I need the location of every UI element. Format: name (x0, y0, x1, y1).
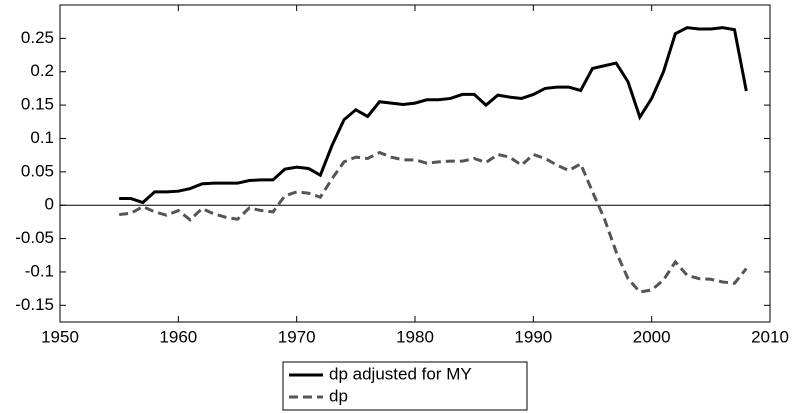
legend-box (282, 361, 528, 411)
series-line (119, 26, 748, 205)
y-tick-label: 0.05 (21, 161, 54, 180)
y-tick-label: -0.1 (25, 261, 54, 280)
x-tick-label: 1970 (278, 327, 316, 346)
legend-label: dp adjusted for MY (329, 364, 472, 383)
y-tick-label: -0.05 (15, 228, 54, 247)
plot-area (59, 4, 771, 323)
series-line (118, 150, 748, 294)
x-tick-label: 1960 (159, 327, 197, 346)
x-tick-label: 2010 (751, 327, 789, 346)
legend-label: dp (329, 386, 348, 405)
x-tick-label: 1990 (514, 327, 552, 346)
y-tick-label: 0.25 (21, 28, 54, 47)
x-tick-label: 1980 (396, 327, 434, 346)
x-tick-label: 1950 (41, 327, 79, 346)
y-tick-label: -0.15 (15, 295, 54, 314)
y-tick-label: 0.15 (21, 95, 54, 114)
y-tick-label: 0.2 (30, 61, 54, 80)
y-tick-label: 0.1 (30, 128, 54, 147)
y-tick-label: 0 (45, 195, 54, 214)
x-tick-label: 2000 (633, 327, 671, 346)
